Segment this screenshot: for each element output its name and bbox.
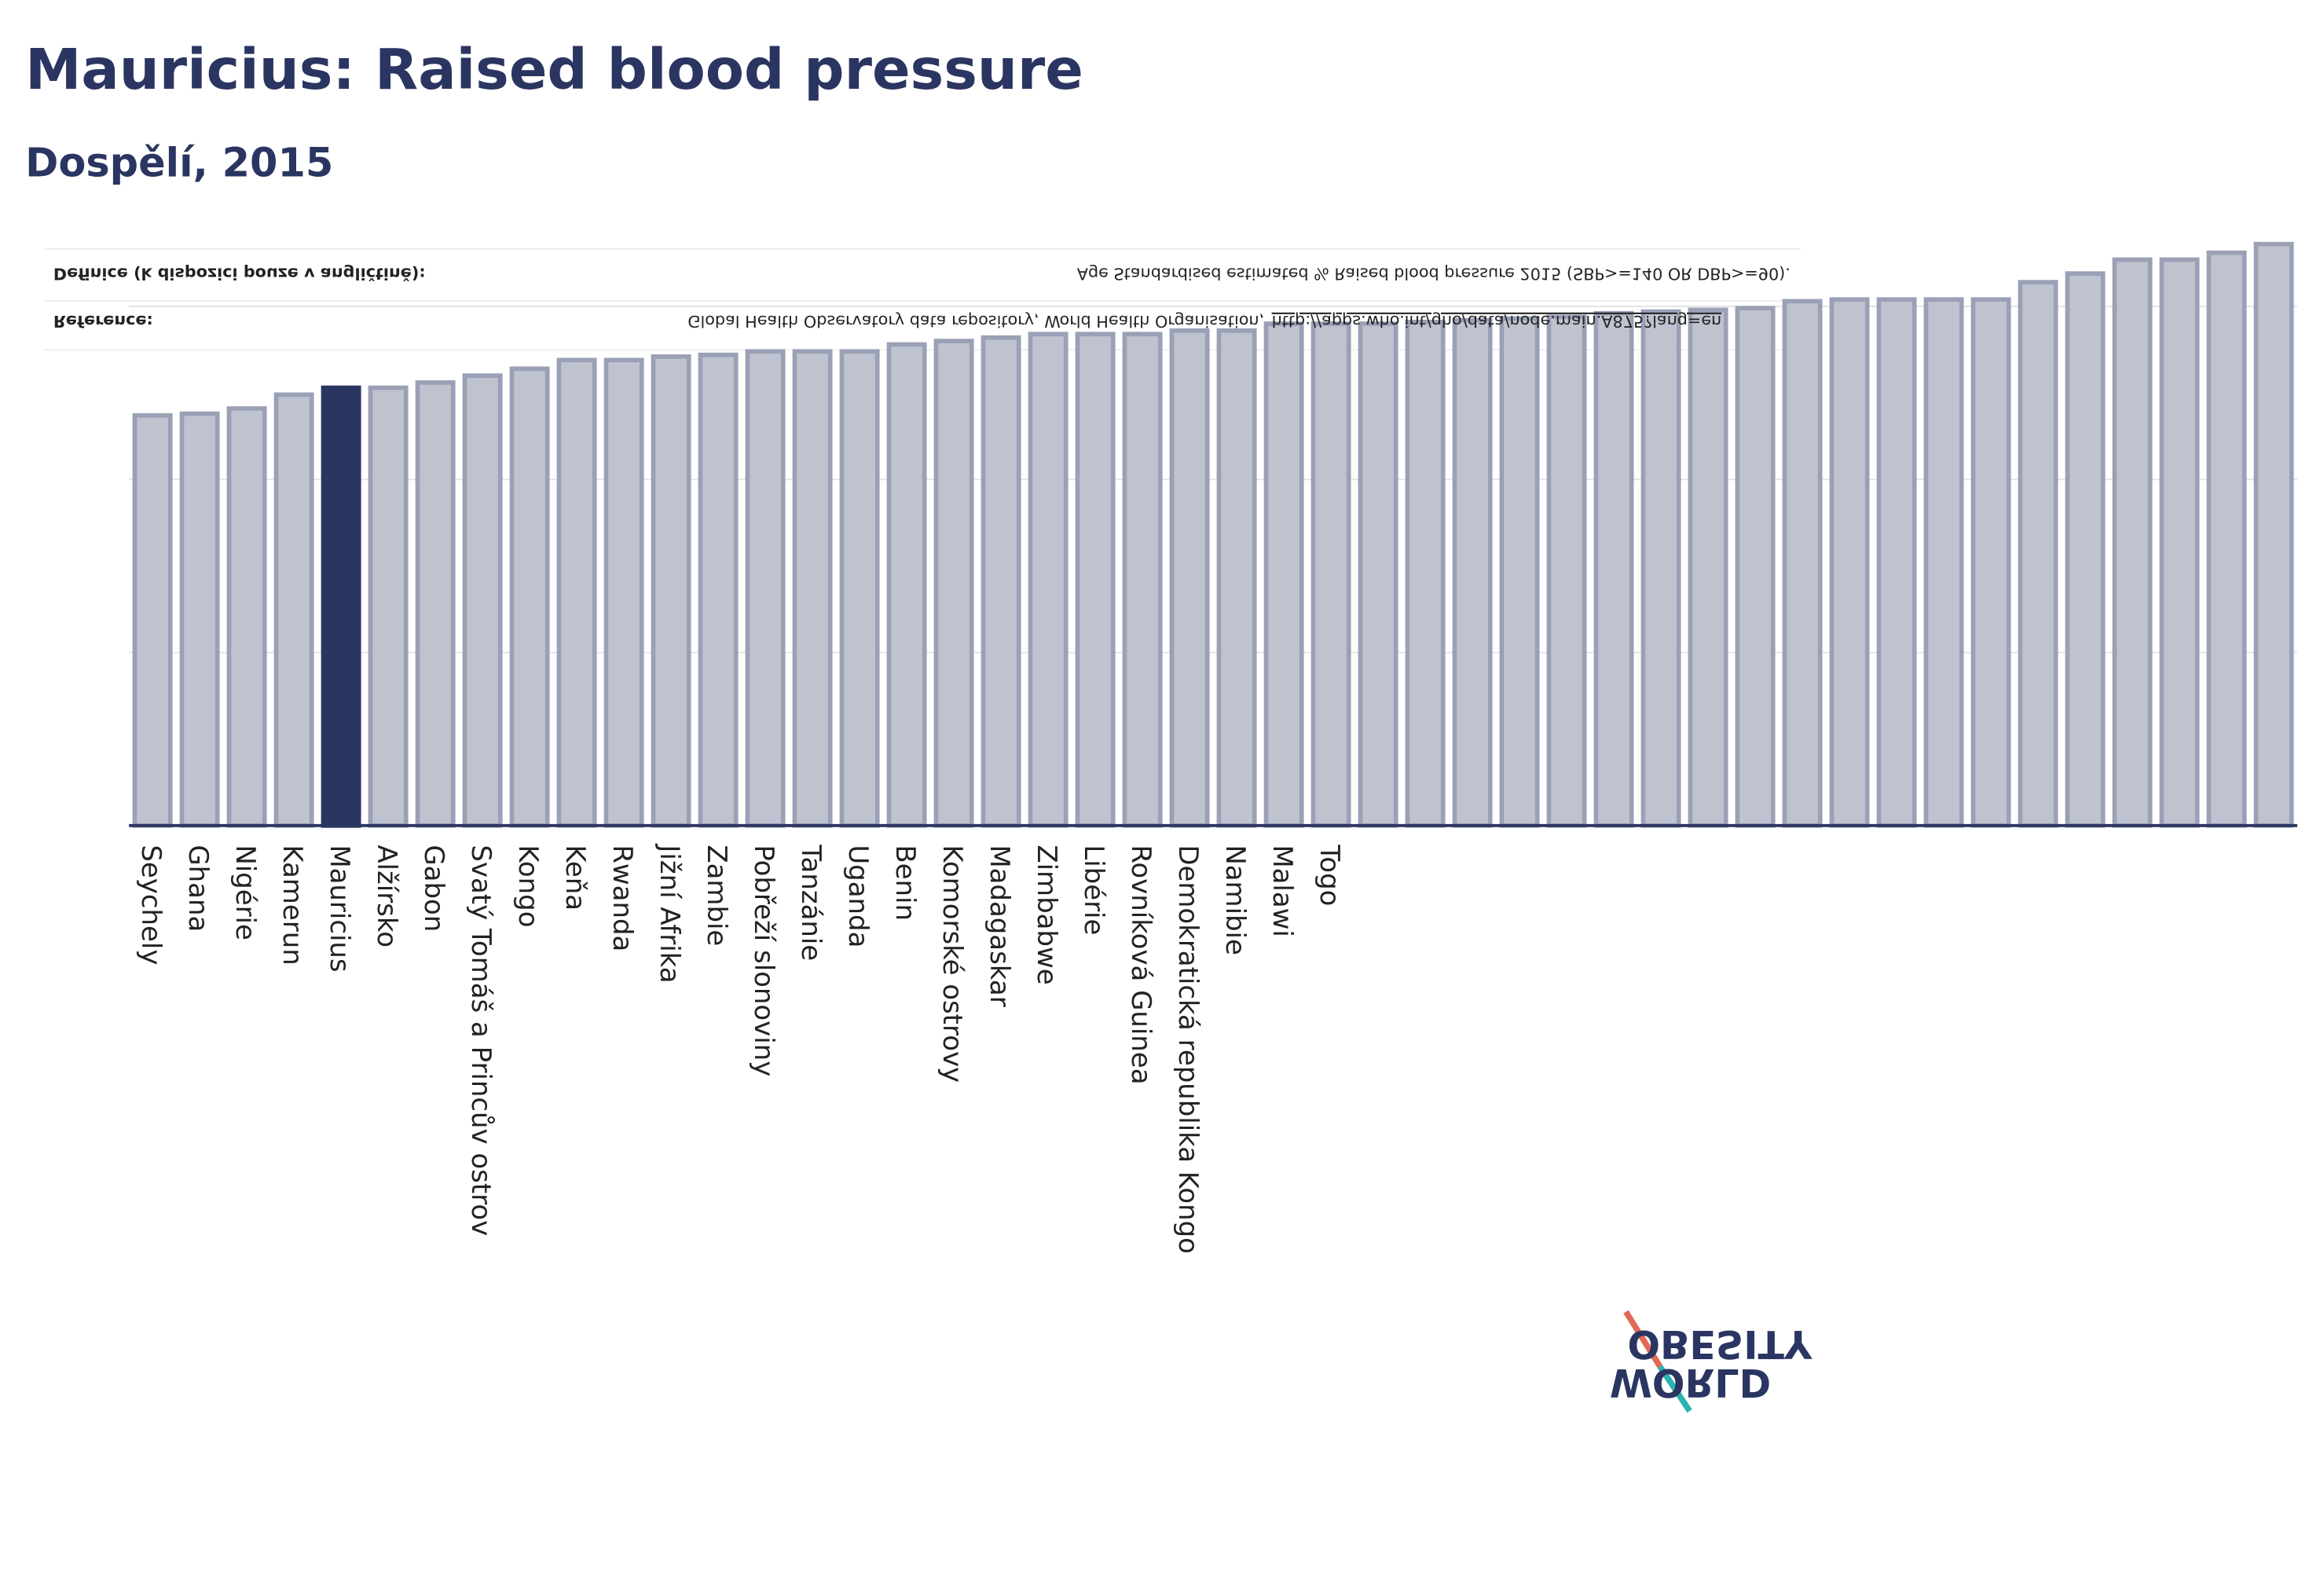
- x-tick-label: Jižní Afrika: [654, 843, 685, 983]
- x-tick-label: Zimbabwe: [1031, 845, 1062, 984]
- bar: [651, 354, 691, 828]
- x-tick-label: Togo: [1314, 844, 1345, 906]
- x-tick-label: Kamerun: [277, 845, 308, 965]
- x-tick-label: Uganda: [842, 845, 874, 947]
- bar: [2159, 257, 2200, 828]
- x-tick-label: Keňa: [559, 845, 591, 911]
- bar: [2018, 280, 2058, 828]
- x-tick-label: Benin: [889, 845, 921, 921]
- bar: [1075, 332, 1116, 828]
- x-tick-label: Svatý Tomáš a Princův ostrov: [465, 845, 497, 1236]
- bar: [839, 349, 880, 828]
- logo-slash: [1657, 1365, 1692, 1413]
- reference-link: http://apps.who.int/gho/data/node.main.A…: [1272, 312, 1722, 331]
- x-tick-label: Rwanda: [607, 845, 638, 951]
- bar: [1499, 316, 1540, 828]
- bar: [1735, 306, 1776, 828]
- x-tick-label: Alžírsko: [371, 845, 402, 947]
- logo-slash: [1623, 1310, 1663, 1369]
- bar: [1358, 321, 1398, 828]
- x-tick-label: Pobřeží slonoviny: [748, 845, 779, 1076]
- bar: [132, 412, 173, 828]
- bar: [745, 349, 786, 828]
- bar: [981, 335, 1021, 828]
- bar: [273, 392, 314, 828]
- x-tick-label: Rovníková Guinea: [1125, 845, 1157, 1084]
- bar: [1310, 321, 1351, 828]
- bar: [1263, 321, 1304, 828]
- bar: [556, 357, 597, 828]
- bar: [1923, 297, 1964, 828]
- x-tick-label: Kongo: [512, 845, 544, 927]
- logo-text: OBESITY: [1627, 1321, 1813, 1367]
- bar: [2206, 250, 2247, 828]
- bar: [368, 385, 409, 828]
- bar: [1688, 307, 1728, 828]
- bar: [226, 406, 267, 828]
- bar: [933, 339, 974, 828]
- x-tick-label: Namibie: [1219, 845, 1251, 955]
- x-tick-label: Seychely: [135, 845, 167, 965]
- bar: [509, 366, 550, 828]
- x-tick-label: Zambie: [701, 845, 732, 946]
- bar: [1640, 309, 1681, 828]
- definition-label: Definice (k dispozici pouze v angličtině…: [53, 265, 426, 284]
- bar: [698, 352, 739, 828]
- bar: [1829, 297, 1870, 828]
- bar: [792, 349, 833, 828]
- bar: [1593, 310, 1634, 828]
- x-tick-label: Demokratická republika Kongo: [1172, 845, 1204, 1254]
- x-tick-label: Libérie: [1078, 845, 1109, 935]
- logo-text: WORLD: [1610, 1360, 1771, 1406]
- x-tick-label: Malawi: [1266, 845, 1298, 937]
- definition: Age Standardised estimated % Raised bloo…: [1077, 265, 1791, 284]
- chart-subtitle: Dospělí, 2015: [25, 141, 333, 187]
- bar: [1405, 319, 1446, 828]
- x-tick-label: Gabon: [418, 845, 449, 932]
- bar: [462, 373, 503, 828]
- bar: [2065, 271, 2106, 828]
- x-tick-label: Ghana: [182, 845, 214, 932]
- reference: Global Health Observatory data repositor…: [687, 312, 1264, 331]
- bar: [2112, 257, 2153, 828]
- reference-label: Reference:: [53, 312, 153, 331]
- bar: [1970, 297, 2011, 828]
- x-tick-label: Tanzánie: [795, 844, 827, 961]
- bar: [321, 385, 361, 828]
- bar: [1452, 317, 1493, 828]
- x-tick-label: Komorské ostrovy: [937, 845, 968, 1083]
- chart-title: Mauricius: Raised blood pressure: [25, 36, 1083, 102]
- bar: [886, 342, 927, 828]
- x-tick-label: Madagaskar: [984, 845, 1015, 1006]
- x-tick-label: Mauricius: [324, 845, 355, 972]
- bar: [1122, 332, 1163, 828]
- bar: [1782, 299, 1823, 828]
- bar: [179, 411, 220, 828]
- bar: [1169, 328, 1210, 828]
- bar: [2253, 241, 2294, 828]
- bar: [603, 357, 644, 828]
- x-tick-label: Nigérie: [229, 845, 261, 940]
- bar: [1546, 314, 1587, 828]
- bar: [1876, 297, 1917, 828]
- bar: [1216, 328, 1257, 828]
- bar: [1028, 332, 1069, 828]
- bar: [415, 380, 456, 828]
